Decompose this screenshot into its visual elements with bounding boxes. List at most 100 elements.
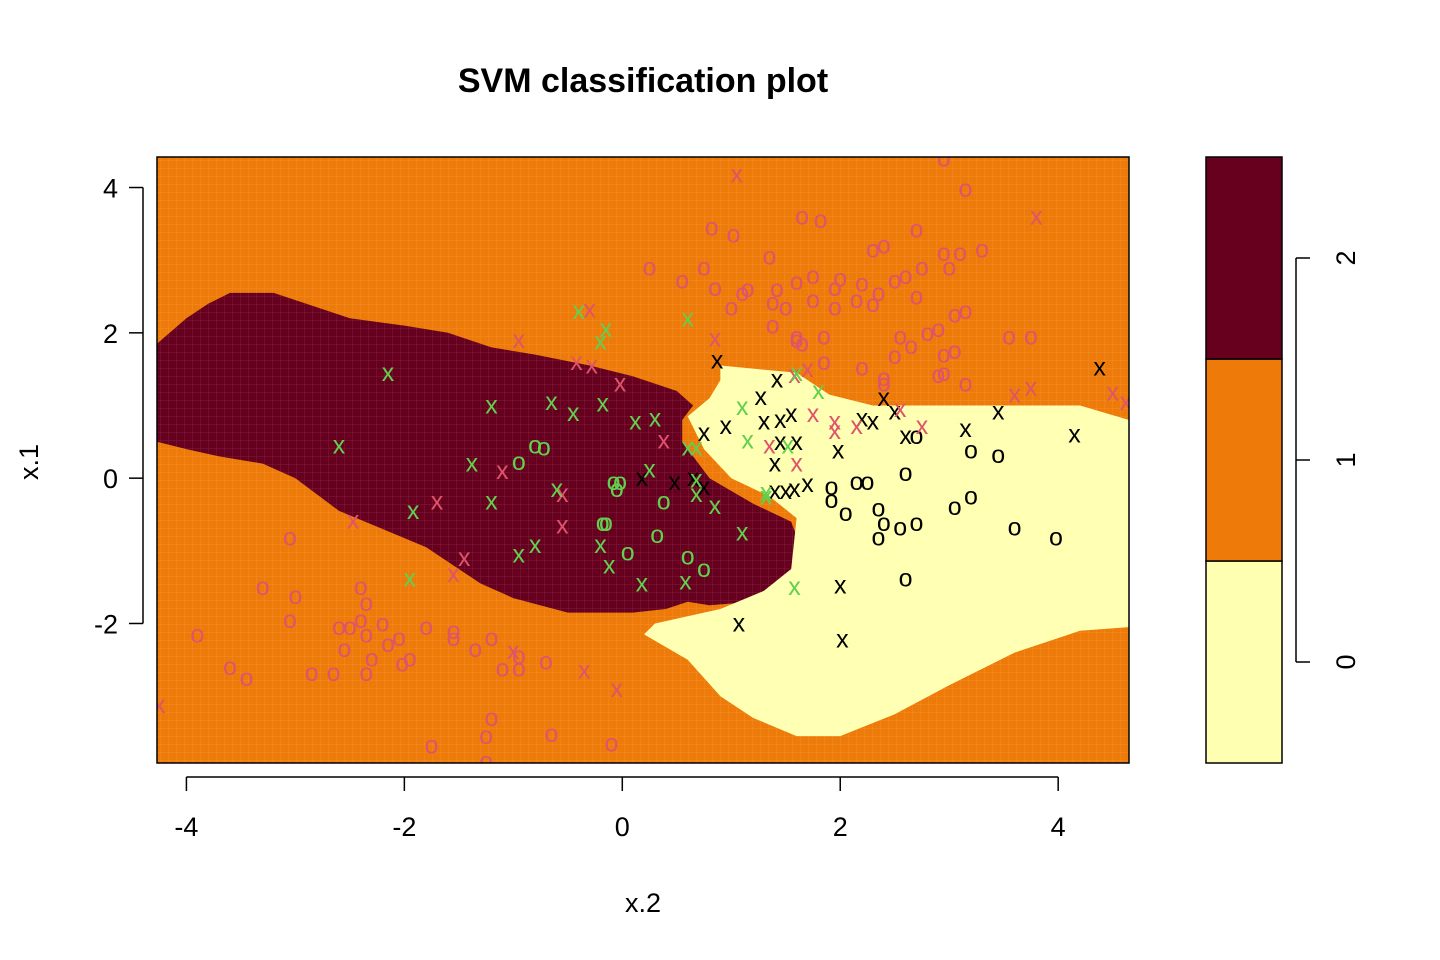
y-axis: -2 0 2 4 (94, 174, 144, 639)
data-point-x-marker: x (570, 348, 583, 376)
data-point-o-marker: o (495, 655, 509, 683)
x-tick-label: -2 (392, 812, 416, 842)
x-axis: -4 -2 0 2 4 (174, 776, 1066, 842)
data-point-x-marker: x (1008, 381, 1021, 409)
data-point-x-marker: x (730, 160, 743, 188)
data-point-x-marker: x (485, 392, 498, 420)
x-tick-label: 0 (615, 812, 630, 842)
data-point-x-marker: x (636, 570, 649, 598)
data-point-o-marker: o (604, 729, 618, 757)
data-point-o-marker: o (893, 514, 907, 542)
data-point-o-marker: o (724, 293, 738, 321)
data-point-o-marker: o (790, 268, 804, 296)
data-point-o-marker: o (910, 509, 924, 537)
data-point-o-marker: o (817, 348, 831, 376)
data-point-x-marker: x (690, 480, 703, 508)
data-point-x-marker: x (513, 541, 526, 569)
data-point-o-marker: o (877, 232, 891, 260)
data-point-x-marker: x (485, 487, 498, 515)
data-point-o-marker: o (697, 555, 711, 583)
data-point-o-marker: o (1008, 514, 1022, 542)
data-point-o-marker: o (877, 370, 891, 398)
data-point-o-marker: o (446, 624, 460, 652)
data-point-o-marker: o (239, 664, 253, 692)
data-point-x-marker: x (774, 406, 787, 434)
data-point-x-marker: x (992, 397, 1005, 425)
data-point-o-marker: o (528, 432, 542, 460)
data-point-o-marker: o (893, 323, 907, 351)
data-point-x-marker: x (760, 479, 773, 507)
data-point-o-marker: o (959, 297, 973, 325)
data-point-x-marker: x (801, 355, 814, 383)
data-point-x-marker: x (681, 434, 694, 462)
data-point-o-marker: o (741, 275, 755, 303)
data-point-x-marker: x (711, 347, 724, 375)
data-point-x-marker: x (736, 393, 749, 421)
y-tick-label: 4 (103, 174, 118, 204)
data-point-x-marker: x (679, 567, 692, 595)
data-point-x-marker: x (788, 475, 801, 503)
data-point-o-marker: o (621, 538, 635, 566)
data-point-x-marker: x (807, 400, 820, 428)
data-point-o-marker: o (283, 524, 297, 552)
data-point-o-marker: o (806, 262, 820, 290)
data-point-o-marker: o (948, 337, 962, 365)
data-point-o-marker: o (790, 323, 804, 351)
data-point-x-marker: x (916, 412, 929, 440)
data-point-x-marker: x (657, 426, 670, 454)
data-point-x-marker: x (790, 450, 803, 478)
data-point-o-marker: o (256, 573, 270, 601)
data-point-o-marker: o (937, 359, 951, 387)
data-point-o-marker: o (828, 274, 842, 302)
data-point-o-marker: o (607, 468, 621, 496)
data-point-o-marker: o (814, 206, 828, 234)
data-point-x-marker: x (572, 297, 585, 325)
data-point-x-marker: x (596, 389, 609, 417)
data-point-o-marker: o (899, 262, 913, 290)
data-point-o-marker: o (479, 722, 493, 750)
data-point-x-marker: x (812, 377, 825, 405)
data-point-o-marker: o (839, 499, 853, 527)
data-point-x-marker: x (567, 399, 580, 427)
data-point-x-marker: x (668, 468, 681, 496)
y-tick-label: 2 (103, 319, 118, 349)
data-point-o-marker: o (697, 253, 711, 281)
y-axis-label: x.1 (14, 444, 44, 480)
data-point-x-marker: x (153, 691, 166, 719)
data-point-x-marker: x (594, 328, 607, 356)
data-point-o-marker: o (337, 635, 351, 663)
data-point-o-marker: o (190, 620, 204, 648)
data-point-o-marker: o (365, 644, 379, 672)
data-point-x-marker: x (829, 408, 842, 436)
data-point-o-marker: o (283, 606, 297, 634)
data-point-x-marker: x (832, 437, 845, 465)
data-point-o-marker: o (910, 283, 924, 311)
data-point-x-marker: x (681, 304, 694, 332)
data-point-o-marker: o (657, 487, 671, 515)
data-point-x-marker: x (785, 400, 798, 428)
region-grid-texture (157, 157, 1129, 763)
data-point-x-marker: x (578, 657, 591, 685)
data-point-o-marker: o (485, 624, 499, 652)
data-point-o-marker: o (795, 330, 809, 358)
data-point-x-marker: x (763, 432, 776, 460)
data-point-o-marker: o (806, 286, 820, 314)
data-point-x-marker: x (894, 395, 907, 423)
data-point-o-marker: o (485, 704, 499, 732)
data-point-x-marker: x (856, 405, 869, 433)
data-point-x-marker: x (782, 432, 795, 460)
x-tick-label: 2 (833, 812, 848, 842)
data-point-o-marker: o (650, 521, 664, 549)
data-point-o-marker: o (762, 243, 776, 271)
data-point-x-marker: x (496, 457, 509, 485)
data-point-x-marker: x (836, 626, 849, 654)
legend-label-2: 2 (1331, 250, 1361, 265)
data-point-o-marker: o (643, 253, 657, 281)
data-point-o-marker: o (446, 617, 460, 645)
data-point-o-marker: o (790, 326, 804, 354)
data-point-o-marker: o (726, 221, 740, 249)
data-point-o-marker: o (871, 524, 885, 552)
data-point-o-marker: o (332, 613, 346, 641)
data-point-o-marker: o (817, 323, 831, 351)
